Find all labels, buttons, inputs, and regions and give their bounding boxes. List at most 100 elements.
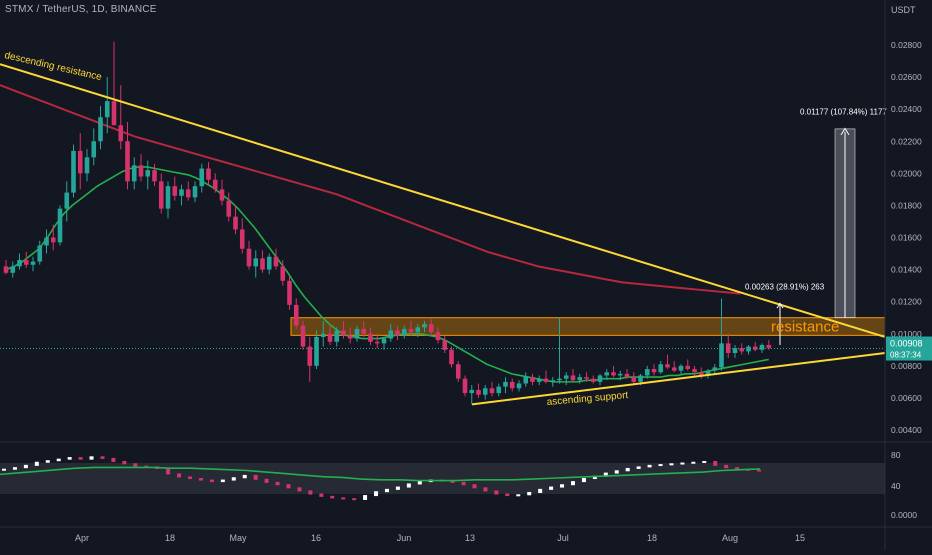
oscillator-bar xyxy=(2,468,6,471)
oscillator-bar xyxy=(461,481,466,486)
candle-body xyxy=(246,248,252,267)
oscillator-bar xyxy=(581,478,586,483)
candle-body xyxy=(98,117,103,142)
oscillator-bar xyxy=(395,486,400,490)
candle-body xyxy=(57,208,63,243)
oscillator-bar xyxy=(253,474,258,480)
candle-body xyxy=(401,328,407,336)
candle-body xyxy=(381,338,387,344)
candle-body xyxy=(320,333,326,337)
candle-body xyxy=(469,389,475,394)
candle-body xyxy=(131,165,137,182)
oscillator-bar xyxy=(450,480,455,483)
candle-body xyxy=(30,261,36,265)
candle-body xyxy=(476,389,481,395)
candle-body xyxy=(597,375,603,382)
candle-body xyxy=(239,229,245,249)
oscillator-bar xyxy=(133,463,138,467)
time-tick-label: Jun xyxy=(397,533,412,543)
candle-body xyxy=(368,333,373,342)
measure-large-label: 0.01177 (107.84%) 1177 xyxy=(800,107,887,116)
oscillator-bar xyxy=(494,490,499,495)
time-tick-label: 15 xyxy=(795,533,805,543)
candle-body xyxy=(327,333,333,342)
oscillator-bar xyxy=(592,475,597,480)
oscillator-tick-label: 0.0000 xyxy=(891,510,917,520)
oscillator-bar xyxy=(374,491,379,497)
oscillator-bar xyxy=(472,484,477,489)
oscillator-bar xyxy=(89,456,94,460)
candle-body xyxy=(273,256,279,267)
candle-body xyxy=(759,344,765,350)
time-axis[interactable]: Apr 18 May 16 Jun 13 Jul 18 Aug 15 xyxy=(75,533,805,543)
candle-body xyxy=(415,327,421,333)
oscillator-bar xyxy=(67,457,72,460)
price-tick-label: 0.01200 xyxy=(891,297,922,307)
candle-body xyxy=(746,346,751,352)
candle-body xyxy=(307,346,313,366)
oscillator-bar xyxy=(647,464,652,468)
oscillator-signal-line xyxy=(0,466,761,482)
candle-body xyxy=(172,186,178,196)
oscillator-bar xyxy=(111,457,116,462)
candle-body xyxy=(422,324,427,328)
oscillator-bar xyxy=(614,470,619,474)
oscillator-bar xyxy=(352,498,357,501)
candle-body xyxy=(77,150,83,174)
time-tick-label: May xyxy=(229,533,247,543)
candle-body xyxy=(314,336,319,366)
oscillator-bar xyxy=(231,477,236,481)
candle-body xyxy=(489,388,495,394)
price-tick-label: 0.00600 xyxy=(891,393,922,403)
candle-body xyxy=(698,372,704,376)
oscillator-axis[interactable]: 80 40 0.0000 xyxy=(891,450,917,520)
price-tick-label: 0.00400 xyxy=(891,425,922,435)
time-tick-label: Aug xyxy=(722,533,738,543)
time-tick-label: 13 xyxy=(465,533,475,543)
oscillator-bar xyxy=(636,466,641,469)
candle-body xyxy=(705,370,711,376)
candle-body xyxy=(374,341,380,344)
oscillator-bar xyxy=(406,483,411,488)
price-tick-label: 0.02200 xyxy=(891,136,922,146)
oscillator-bar xyxy=(286,484,291,489)
candle-body xyxy=(199,168,205,187)
candle-body xyxy=(624,373,630,378)
oscillator-bar xyxy=(23,464,28,469)
time-tick-label: 18 xyxy=(165,533,175,543)
oscillator-bar xyxy=(384,488,389,493)
candle-body xyxy=(604,372,610,376)
candle-body xyxy=(185,189,191,198)
candle-body xyxy=(138,165,144,177)
candle-body xyxy=(3,266,9,273)
last-price-tag: 0.00908 08:37:34 xyxy=(886,336,932,361)
candle-body xyxy=(212,179,218,190)
candle-body xyxy=(570,375,576,381)
oscillator-bar xyxy=(209,479,214,483)
ascending-support-line xyxy=(471,352,886,406)
candle-body xyxy=(719,343,724,368)
price-axis[interactable]: 0.02800 0.02600 0.02400 0.02200 0.02000 0.018… xyxy=(891,40,922,435)
oscillator-bar xyxy=(34,461,39,466)
candle-body xyxy=(23,259,29,265)
candle-body xyxy=(496,386,502,394)
candle-body xyxy=(145,170,151,177)
candle-body xyxy=(192,186,198,198)
oscillator-bar xyxy=(330,495,335,499)
candle-body xyxy=(111,101,117,126)
candle-body xyxy=(651,369,657,373)
price-tick-label: 0.01600 xyxy=(891,233,922,243)
symbol-header[interactable]: STMX / TetherUS, 1D, BINANCE xyxy=(5,4,157,15)
measure-arrowhead-small xyxy=(776,302,784,309)
oscillator-bar xyxy=(297,487,302,492)
candle-body xyxy=(644,369,650,376)
candle-body xyxy=(293,304,299,326)
candle-body xyxy=(17,259,22,267)
oscillator-bar xyxy=(483,487,488,492)
measure-small-label: 0.00263 (28.91%) 263 xyxy=(745,283,825,292)
oscillator-bar xyxy=(549,486,554,490)
oscillator-bar xyxy=(341,497,346,500)
oscillator-bar xyxy=(505,493,510,497)
